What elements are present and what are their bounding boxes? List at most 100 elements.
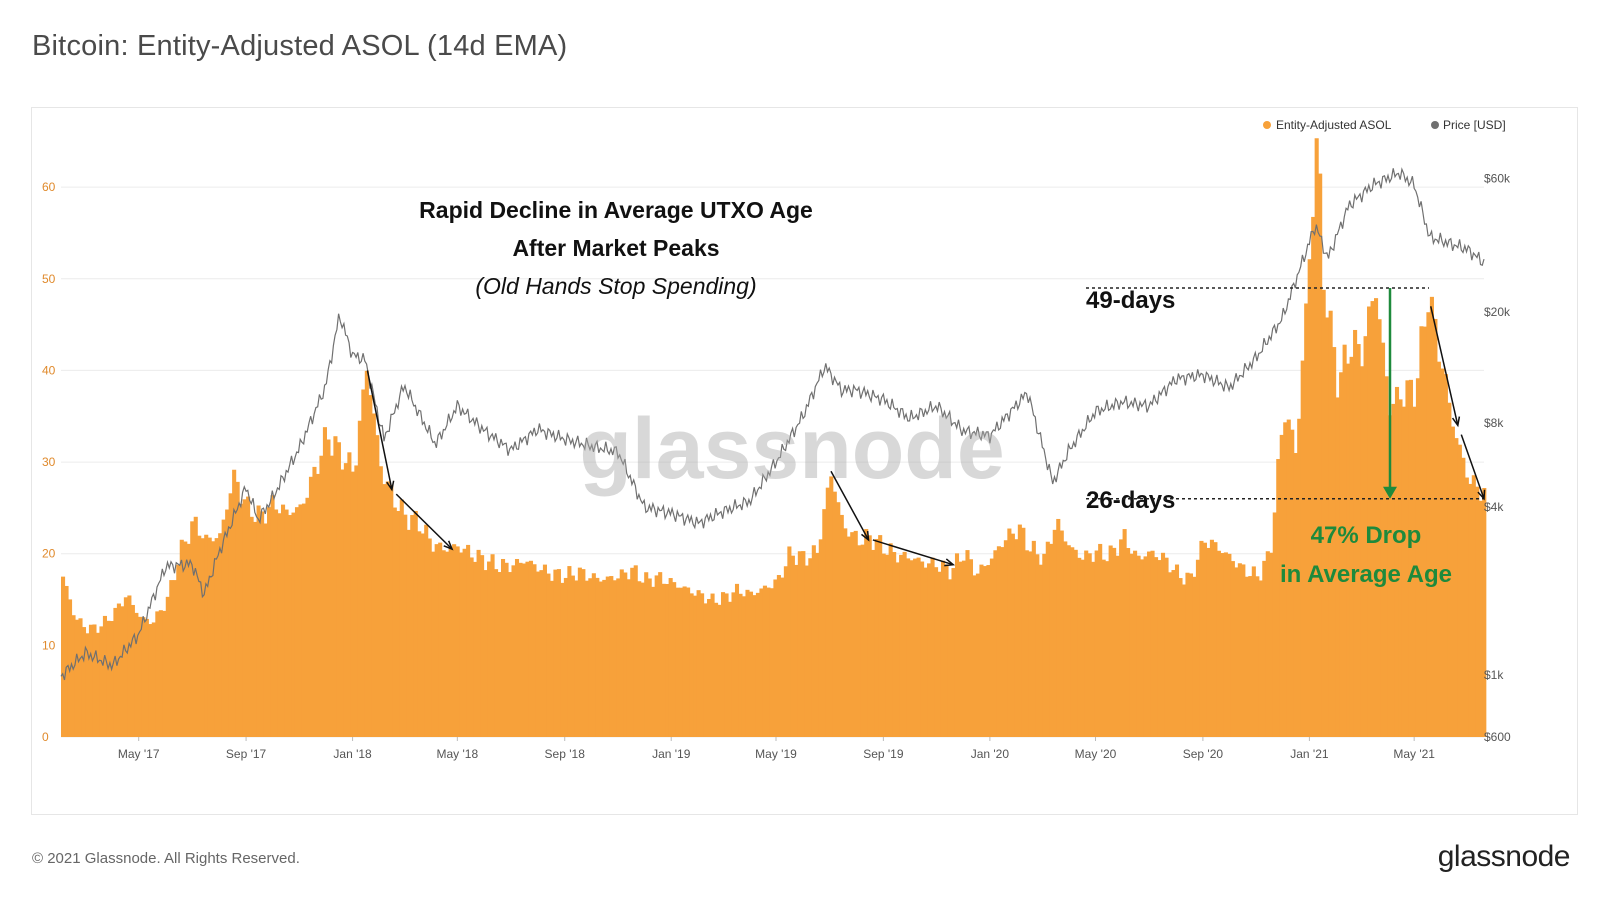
asol-bar [549,580,554,737]
watermark: glassnode [579,401,1004,497]
asol-bar [434,544,439,737]
asol-bar [675,587,680,737]
x-tick-label: May '19 [755,747,797,761]
asol-bar [197,535,202,737]
asol-bar [1286,419,1291,737]
trend-arrow-line [872,539,954,566]
asol-bar [1213,542,1218,737]
asol-bar [1059,530,1064,737]
asol-bar [1433,318,1438,737]
asol-bar [1122,529,1127,737]
asol-bar [979,564,984,737]
trend-arrow-line [366,370,393,490]
asol-bar [1279,434,1284,737]
asol-bar [1290,429,1295,737]
asol-bar [1164,557,1169,737]
asol-bar [1471,475,1476,737]
asol-bar [336,442,341,737]
asol-bar [1349,356,1354,737]
asol-bar [151,622,156,737]
chart-frame: glassnode 0 10 20 30 40 50 60 $600 $1k $4k $8k $20… [31,107,1578,815]
trend-arrow-line [830,470,870,541]
asol-bar [176,564,181,737]
asol-bar [825,487,830,737]
asol-bar [518,562,523,737]
asol-bar [1251,566,1256,737]
asol-bar [682,586,687,737]
asol-bar [1450,426,1455,737]
asol-bar [1115,555,1120,737]
asol-bar [270,495,275,737]
copyright: © 2021 Glassnode. All Rights Reserved. [32,850,300,867]
asol-bar [944,564,949,737]
glassnode-logo: glassnode [1437,840,1571,873]
x-tick-label: May '21 [1393,747,1435,761]
asol-bar [256,505,261,737]
asol-bar [333,436,338,737]
asol-bar [280,504,286,737]
asol-bar [1293,453,1298,737]
asol-bar [846,536,851,737]
asol-bar [1398,399,1403,737]
asol-bar [762,585,767,737]
asol-bar [1367,306,1372,737]
asol-bar [780,577,785,737]
price-line [60,167,1485,681]
asol-bar [294,507,300,737]
asol-bar [106,620,111,737]
asol-bar [1283,422,1288,737]
right-tick-label: $8k [1484,416,1504,430]
asol-bar [1056,518,1061,737]
asol-bar [525,561,530,737]
asol-bar [507,572,513,737]
asol-bar [1216,550,1221,737]
asol-bar [427,538,432,737]
asol-bar [1262,560,1267,737]
asol-bar [871,549,876,737]
asol-bar [445,551,450,737]
asol-bar [137,616,142,737]
asol-bar [239,503,244,737]
asol-bar [162,610,167,737]
asol-bar [878,535,883,737]
level-high-label: 49-days [1086,287,1175,314]
asol-bar [1328,310,1333,737]
asol-bar [469,557,474,737]
asol-bar [193,516,198,737]
asol-bar [1321,289,1326,737]
asol-bar [1272,512,1277,737]
asol-bar [612,580,617,737]
asol-bar [403,514,408,737]
asol-bar [410,515,415,737]
asol-bar [113,607,118,737]
left-tick-label: 30 [42,455,56,469]
asol-bar [1070,547,1075,737]
asol-bar [759,588,764,737]
asol-bar [672,582,677,737]
asol-bar [61,576,66,737]
asol-bar [647,578,652,737]
asol-bar [1014,539,1019,737]
asol-bar [881,553,886,737]
left-tick-label: 10 [42,638,56,652]
asol-bar [389,485,394,737]
price-series-line [60,167,1485,681]
left-axis: 0 10 20 30 40 50 60 [42,180,56,744]
right-tick-label: $60k [1484,172,1511,186]
asol-bar [1454,438,1459,737]
asol-bar [1426,312,1431,737]
asol-bar [598,581,603,737]
asol-bar [850,532,855,737]
asol-bar [308,476,314,737]
level-low-label: 26-days [1086,487,1175,514]
asol-bar [703,603,708,737]
x-axis: May '17 Sep '17 Jan '18 May '18 Sep '18 Jan '… [118,737,1435,761]
asol-bar [64,585,69,737]
asol-bar [420,533,425,737]
asol-bar [246,496,251,737]
trend-arrow-head [1477,489,1486,501]
asol-bar [1160,552,1166,737]
asol-bar [584,580,589,737]
asol-bar [972,575,977,737]
asol-bar [633,565,638,737]
